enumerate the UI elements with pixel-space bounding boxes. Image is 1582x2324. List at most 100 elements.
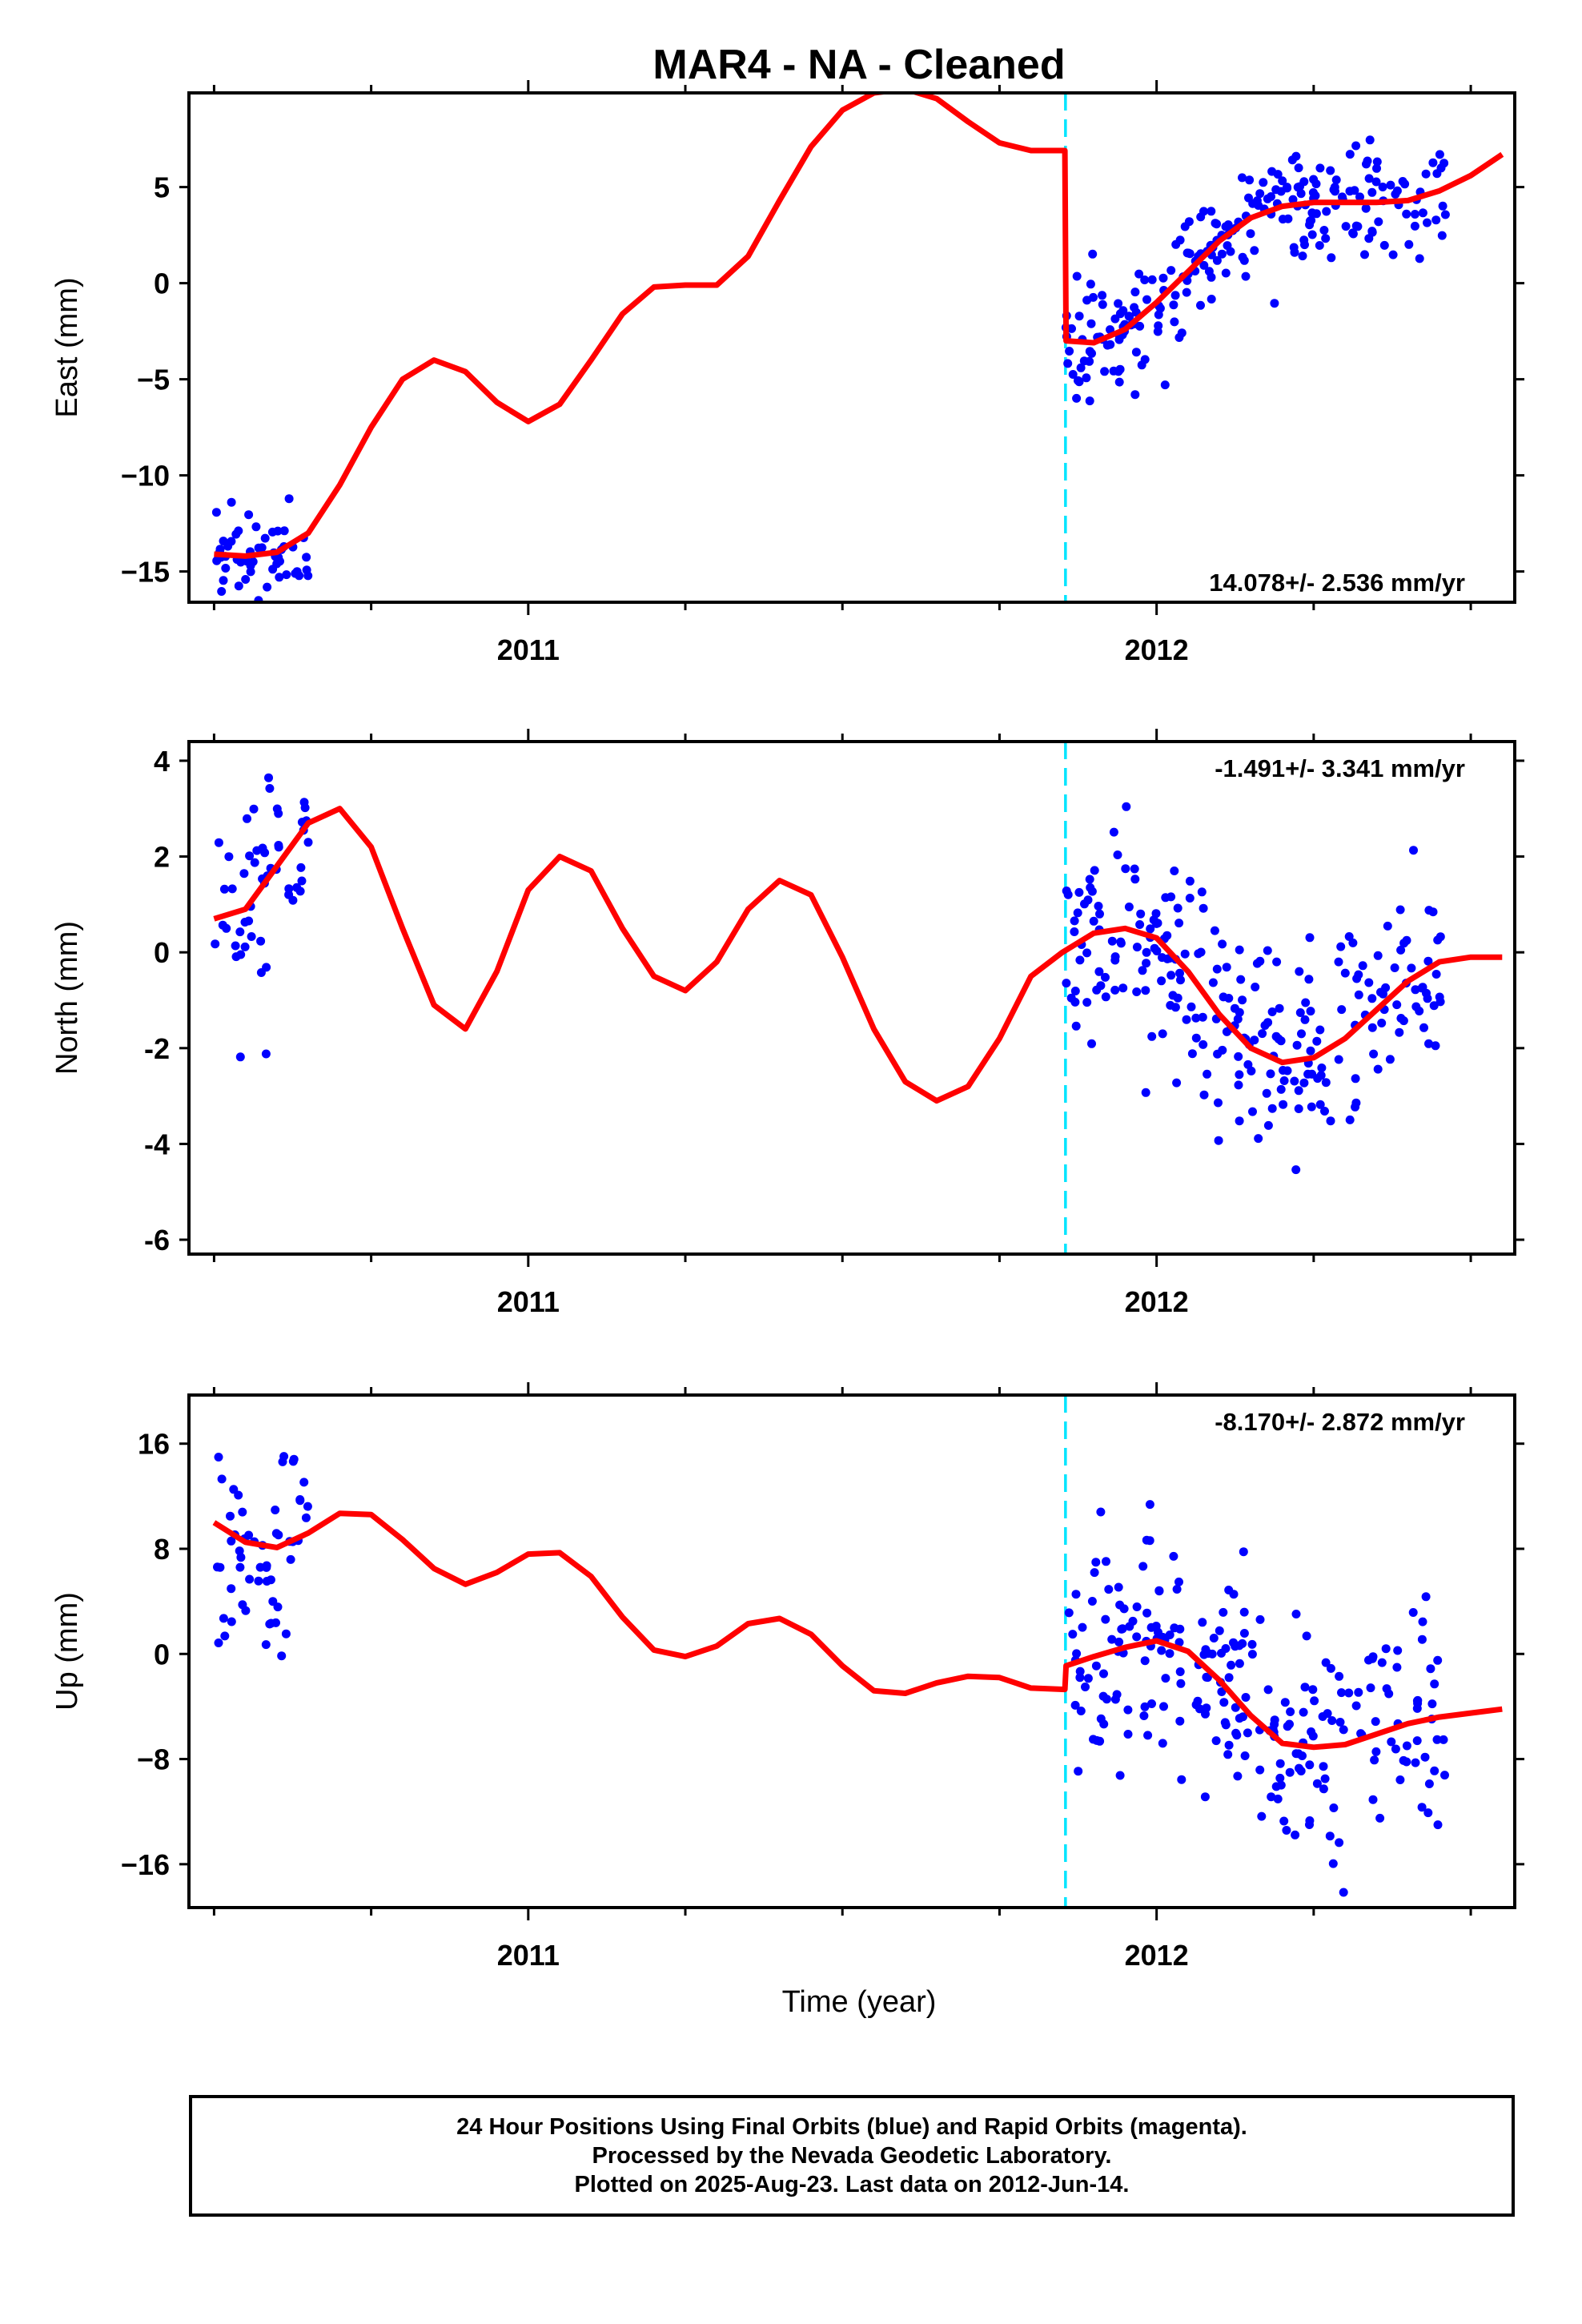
data-point <box>1395 905 1405 915</box>
data-point <box>1263 946 1272 955</box>
data-point <box>1238 1638 1247 1648</box>
data-point <box>1110 952 1120 962</box>
data-point <box>1267 1007 1277 1016</box>
y-tick-label: −5 <box>137 364 170 396</box>
data-point <box>1431 215 1441 225</box>
data-point <box>245 851 255 861</box>
data-point <box>1223 220 1233 230</box>
data-point <box>1162 931 1172 940</box>
data-point <box>1391 190 1400 199</box>
data-point <box>1392 1000 1402 1010</box>
data-point <box>1072 1649 1082 1659</box>
data-point <box>1263 1120 1273 1130</box>
data-point <box>279 1452 289 1462</box>
data-point <box>1423 1808 1433 1818</box>
data-point <box>1221 1644 1231 1653</box>
data-point <box>1367 227 1377 236</box>
data-point <box>214 838 223 847</box>
data-point <box>1145 1536 1154 1546</box>
y-tick-label: 4 <box>154 745 170 778</box>
data-point <box>1299 177 1309 187</box>
data-point <box>1327 253 1336 263</box>
data-point <box>1431 1041 1440 1051</box>
data-point <box>1331 175 1341 185</box>
data-point <box>1214 1136 1223 1145</box>
data-point <box>282 570 291 580</box>
x-tick-label: 2012 <box>1125 633 1189 666</box>
data-point <box>1320 1107 1329 1116</box>
data-point <box>1377 1658 1387 1667</box>
data-point <box>1143 1731 1153 1740</box>
data-point <box>1417 1803 1427 1812</box>
data-point <box>1345 1115 1355 1124</box>
data-point <box>1094 967 1104 976</box>
x-tick-label: 2011 <box>497 1939 560 1972</box>
data-point <box>291 714 299 723</box>
data-point <box>1096 1507 1106 1517</box>
data-point <box>1250 1035 1259 1045</box>
data-point <box>1235 1659 1244 1668</box>
data-point <box>1224 1740 1234 1750</box>
data-point <box>256 936 266 946</box>
data-point <box>1100 367 1110 376</box>
data-point <box>1114 377 1124 387</box>
data-point <box>1233 1771 1243 1781</box>
data-point <box>1321 1658 1331 1667</box>
data-point <box>1142 295 1151 304</box>
data-point <box>1218 939 1227 949</box>
data-point <box>1263 1018 1273 1027</box>
data-point <box>1160 380 1170 390</box>
up-panel: −16 −8 0 8 16 2011 2012 Up (mm) -8.170+/- 2.872 … <box>50 1382 1524 1972</box>
data-point <box>245 1574 255 1584</box>
data-point <box>1087 1039 1096 1048</box>
data-point <box>1245 175 1255 185</box>
data-points <box>211 135 1450 602</box>
data-point <box>251 522 261 532</box>
data-point <box>1371 1717 1380 1727</box>
data-point <box>1295 1008 1305 1017</box>
data-point <box>1387 1737 1396 1747</box>
data-point <box>1243 1059 1253 1069</box>
data-point <box>1210 926 1219 935</box>
data-point <box>1365 135 1375 145</box>
data-point <box>1085 875 1094 884</box>
data-point <box>1114 299 1123 308</box>
data-point <box>1238 173 1247 183</box>
data-point <box>1417 983 1427 993</box>
data-point <box>1236 975 1246 984</box>
data-point <box>1267 1104 1277 1113</box>
data-point <box>1070 987 1080 995</box>
data-point <box>1117 1624 1126 1634</box>
data-point <box>1376 987 1385 997</box>
data-point <box>1372 157 1382 167</box>
data-point <box>1086 883 1095 892</box>
data-point <box>1141 986 1150 995</box>
data-point <box>1082 296 1092 305</box>
data-point <box>1418 208 1427 218</box>
data-point <box>1107 936 1117 946</box>
data-point <box>1134 269 1144 279</box>
data-point <box>1276 1084 1286 1094</box>
data-point <box>1083 1674 1093 1683</box>
data-point <box>1279 1816 1289 1826</box>
data-point <box>264 773 273 782</box>
data-point <box>1283 214 1293 223</box>
data-point <box>281 1629 291 1638</box>
data-point <box>1304 975 1314 984</box>
rate-label: -8.170+/- 2.872 mm/yr <box>1215 1408 1465 1436</box>
data-point <box>243 814 251 823</box>
data-point <box>1331 187 1339 196</box>
data-point <box>1348 938 1358 947</box>
data-point <box>267 1618 276 1628</box>
data-point <box>1421 169 1431 179</box>
data-point <box>1138 966 1147 975</box>
y-tick-label: 16 <box>138 1428 170 1461</box>
data-point <box>1175 968 1184 978</box>
data-point <box>1402 935 1411 945</box>
x-tick-label: 2011 <box>497 1285 560 1318</box>
data-point <box>1340 968 1350 978</box>
data-point <box>1101 1614 1110 1624</box>
data-point <box>1351 1701 1361 1711</box>
data-point <box>1177 328 1186 338</box>
data-point <box>1307 1727 1316 1736</box>
